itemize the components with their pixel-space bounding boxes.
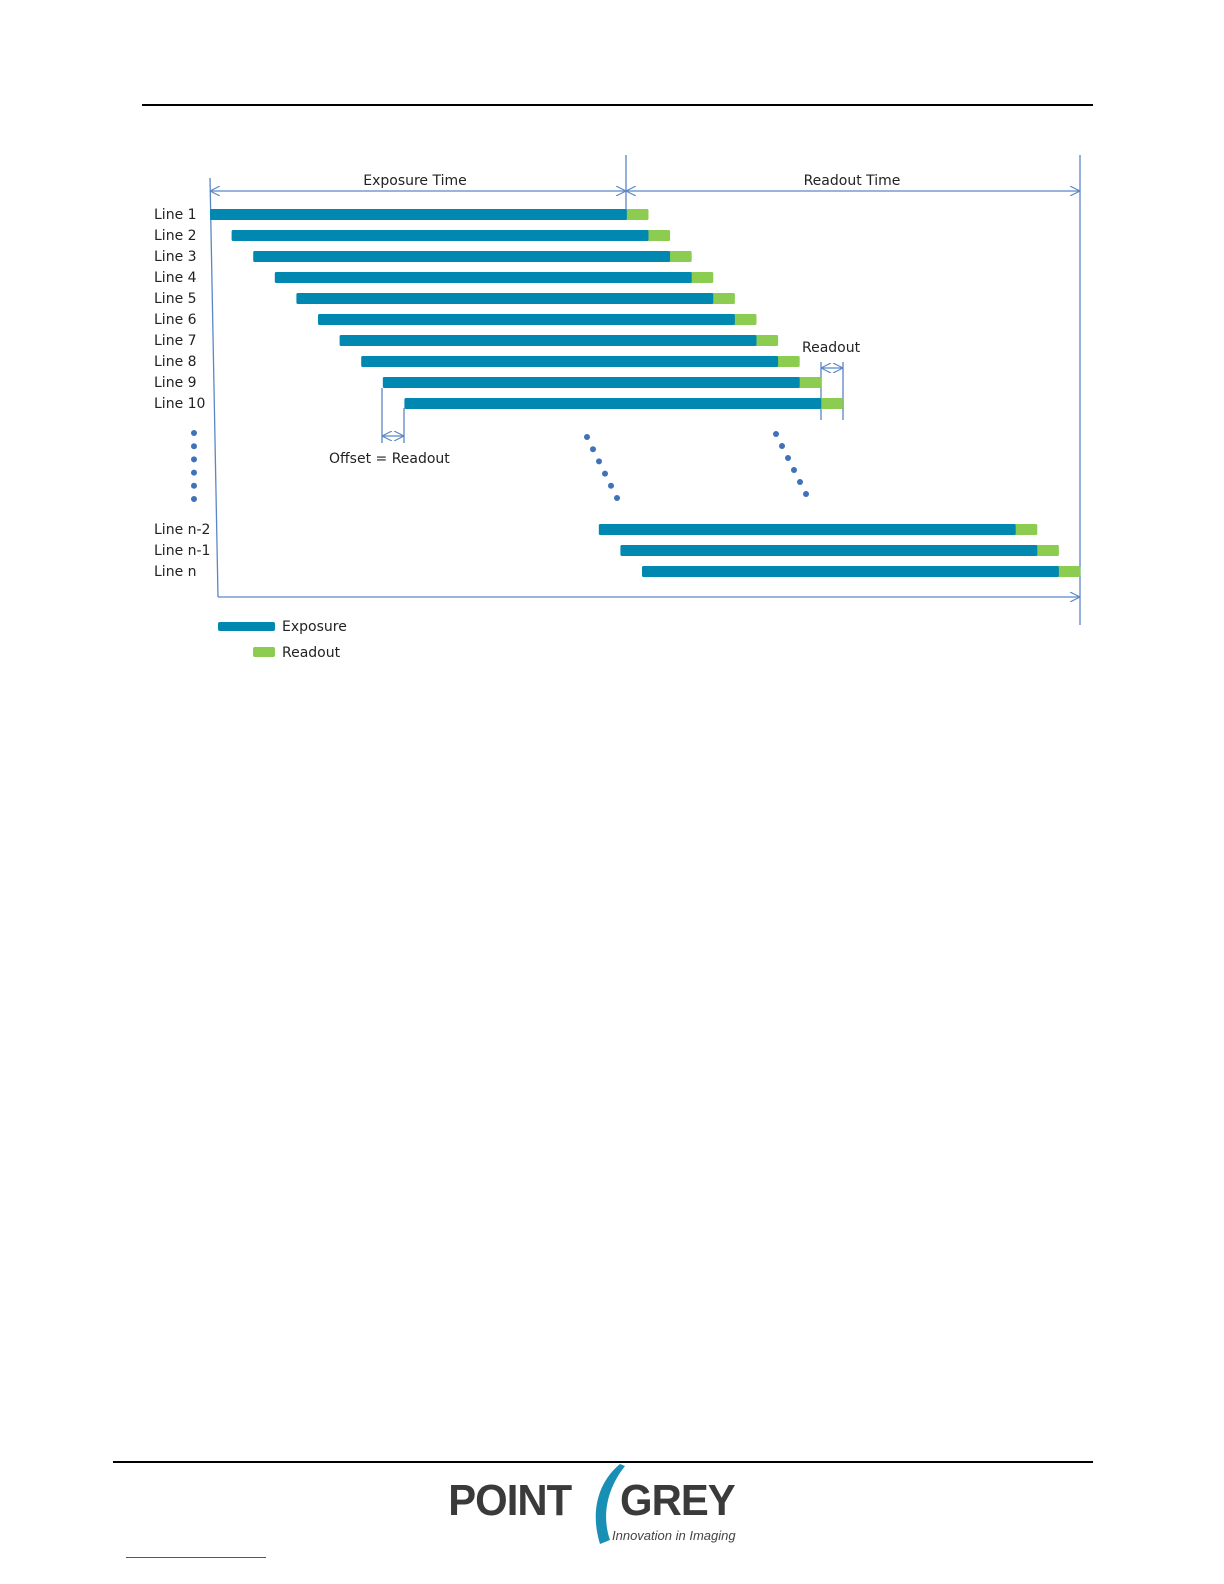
ellipsis-dot [191, 496, 197, 502]
readout-bar [624, 209, 649, 220]
ellipsis-dot [191, 430, 197, 436]
legend-readout-label: Readout [282, 645, 341, 661]
readout-bar [754, 335, 779, 346]
line-label: Line n-1 [154, 543, 210, 559]
rolling-shutter-diagram: Line 1 Line 2 Line 3 Line 4 Line 5 Line 6 Line… [154, 155, 1081, 661]
exposure-bar [318, 314, 735, 325]
exposure-bar [382, 377, 800, 388]
footer-rule [113, 1461, 1093, 1463]
legend-readout-swatch [253, 647, 275, 657]
logo-swoosh-icon [595, 1464, 625, 1544]
ellipsis-dot [191, 456, 197, 463]
ellipsis-dot [608, 482, 614, 489]
logo-tagline: Innovation in Imaging [612, 1528, 736, 1543]
ellipsis-dot [584, 434, 590, 440]
ellipsis-dot [785, 455, 791, 461]
line-label: Line 5 [154, 291, 197, 307]
readout-bar [668, 251, 692, 262]
footer-link[interactable] [126, 1557, 266, 1558]
readout-bar [797, 377, 822, 388]
ellipsis-dot [773, 431, 779, 437]
line-label: Line 8 [154, 354, 197, 370]
line-label: Line 7 [154, 333, 197, 349]
line-label: Line 9 [154, 375, 197, 391]
exposure-bar [274, 272, 692, 283]
line-label: Line 6 [154, 312, 197, 328]
exposure-bar [598, 524, 1016, 535]
exposure-bar [642, 566, 1059, 577]
legend-exposure-swatch [218, 622, 275, 631]
ellipsis-dot [779, 443, 785, 449]
ellipsis-dot [590, 446, 596, 453]
point-grey-logo: POINT GREY Innovation in Imaging [445, 1462, 765, 1552]
ellipsis-dot [797, 479, 803, 485]
readout-bar [689, 272, 714, 283]
readout-bar [819, 398, 843, 409]
exposure-bar [253, 251, 671, 262]
line-label: Line n [154, 564, 197, 580]
ellipsis-dot [191, 443, 197, 450]
exposure-bar [210, 209, 627, 220]
line-label: Line 3 [154, 249, 197, 265]
readout-bar [711, 293, 735, 304]
legend-exposure-label: Exposure [282, 619, 347, 635]
ellipsis-dot [614, 495, 620, 501]
readout-bar [1035, 545, 1059, 556]
exposure-bar [296, 293, 714, 304]
line-label: Line 2 [154, 228, 197, 244]
ellipsis-dot [803, 491, 809, 497]
exposure-bar [339, 335, 757, 346]
exposure-bar [620, 545, 1038, 556]
readout-bar [646, 230, 671, 241]
left-axis [209, 177, 219, 598]
line-label: Line 1 [154, 207, 197, 223]
readout-bar [1013, 524, 1038, 535]
readout-bar [1056, 566, 1081, 577]
line-label: Line n-2 [154, 522, 210, 538]
exposure-bar [361, 356, 779, 367]
ellipsis-dot [191, 482, 197, 489]
exposure-time-label: Exposure Time [363, 173, 467, 189]
readout-bar [776, 356, 800, 367]
ellipsis-dot [191, 469, 197, 476]
header-rule [142, 104, 1093, 106]
exposure-bar [231, 230, 649, 241]
offset-annotation: Offset = Readout [329, 451, 450, 467]
line-label: Line 4 [154, 270, 197, 286]
ellipsis-dot [602, 470, 608, 477]
ellipsis-dot [596, 458, 602, 465]
exposure-bar [404, 398, 822, 409]
line-label: Line 10 [154, 396, 205, 412]
ellipsis-dot [791, 467, 797, 473]
readout-time-label: Readout Time [804, 173, 901, 189]
readout-bar [732, 314, 757, 325]
readout-annotation: Readout [802, 340, 861, 356]
